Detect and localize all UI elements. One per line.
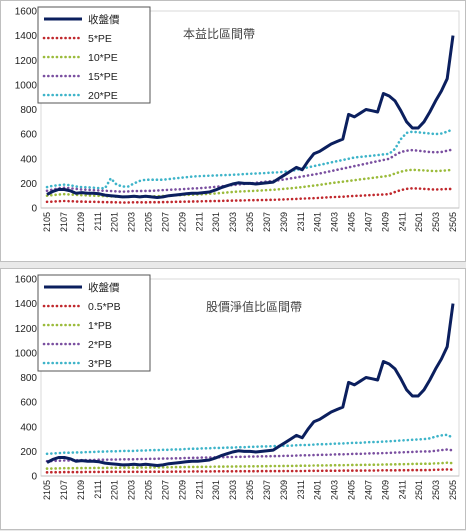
y-tick-label: 600 xyxy=(20,130,37,141)
band-line-3 xyxy=(45,148,455,194)
x-tick-label: 2303 xyxy=(228,480,238,500)
y-tick-label: 1200 xyxy=(15,56,38,67)
x-tick-label: 2409 xyxy=(380,480,390,500)
y-tick-label: 200 xyxy=(20,179,37,190)
close-price-line xyxy=(46,35,455,199)
y-tick-label: 1600 xyxy=(15,275,38,286)
close-price-line xyxy=(46,303,455,467)
x-tick-label: 2211 xyxy=(194,480,204,499)
x-tick-label: 2209 xyxy=(177,212,187,232)
pe-band-chart: 0 200 400 600 800 1000 1200 1400 1600 2105 2107 210… xyxy=(15,6,460,232)
x-tick-label: 2405 xyxy=(347,480,357,500)
x-tick-label: 2503 xyxy=(431,480,441,500)
band-line-1 xyxy=(45,468,455,474)
x-tick-label: 2309 xyxy=(279,480,289,500)
x-tick-label: 2109 xyxy=(76,480,86,500)
band-line-4 xyxy=(45,127,455,190)
y-tick-label: 400 xyxy=(20,422,37,433)
y-tick-label: 1400 xyxy=(15,31,38,42)
y-tick-label: 1600 xyxy=(15,7,38,18)
x-tick-label: 2503 xyxy=(431,212,441,232)
x-tick-label: 2307 xyxy=(262,480,272,500)
y-tick-label: 1400 xyxy=(15,299,38,310)
x-tick-label: 2105 xyxy=(42,480,52,500)
legend-box xyxy=(37,274,151,372)
x-tick-label: 2305 xyxy=(245,480,255,500)
x-tick-label: 2111 xyxy=(93,212,103,231)
x-tick-label: 2501 xyxy=(414,480,424,500)
x-tick-label: 2403 xyxy=(330,212,340,232)
x-tick-label: 2203 xyxy=(127,212,137,232)
y-tick-label: 0 xyxy=(31,472,37,483)
x-tick-label: 2301 xyxy=(211,212,221,232)
x-tick-label: 2107 xyxy=(59,480,69,500)
legend-label: 2*PB xyxy=(88,339,112,351)
legend-label: 收盤價 xyxy=(88,13,120,26)
y-tick-label: 600 xyxy=(20,398,37,409)
x-tick-label: 2401 xyxy=(313,212,323,232)
x-tick-label: 2205 xyxy=(144,480,154,500)
x-tick-label: 2301 xyxy=(211,480,221,500)
y-tick-label: 800 xyxy=(20,105,37,116)
band-line-4 xyxy=(45,433,455,456)
x-tick-label: 2205 xyxy=(144,212,154,232)
y-tick-label: 1200 xyxy=(15,324,38,335)
y-tick-label: 200 xyxy=(20,447,37,458)
y-tick-label: 800 xyxy=(20,373,37,384)
x-tick-label: 2107 xyxy=(59,212,69,232)
x-tick-label: 2505 xyxy=(448,212,458,232)
band-line-2 xyxy=(45,461,455,470)
legend-label: 20*PE xyxy=(88,90,118,102)
legend-label: 10*PE xyxy=(88,52,118,64)
pb-band-chart-panel: 0 200 400 600 800 1000 1200 1400 1600 2105 2107 210… xyxy=(0,268,466,530)
x-tick-label: 2505 xyxy=(448,480,458,500)
x-tick-label: 2411 xyxy=(397,212,407,231)
legend-label: 3*PB xyxy=(88,358,112,370)
legend-label: 0.5*PB xyxy=(88,301,121,313)
band-line-1 xyxy=(45,186,455,204)
x-tick-label: 2105 xyxy=(42,212,52,232)
x-tick-label: 2303 xyxy=(228,212,238,232)
x-tick-label: 2305 xyxy=(245,212,255,232)
x-tick-label: 2411 xyxy=(397,480,407,499)
x-tick-label: 2409 xyxy=(380,212,390,232)
legend-label: 15*PE xyxy=(88,71,118,83)
x-tick-label: 2311 xyxy=(296,212,306,231)
x-tick-label: 2311 xyxy=(296,480,306,499)
x-tick-label: 2203 xyxy=(127,480,137,500)
x-tick-label: 2307 xyxy=(262,212,272,232)
legend-label: 5*PE xyxy=(88,33,112,45)
x-tick-label: 2211 xyxy=(194,212,204,231)
legend-label: 1*PB xyxy=(88,320,112,332)
x-tick-label: 2111 xyxy=(93,480,103,499)
pb-band-chart: 0 200 400 600 800 1000 1200 1400 1600 2105 2107 210… xyxy=(15,274,460,500)
x-tick-label: 2109 xyxy=(76,212,86,232)
band-line-3 xyxy=(45,448,455,463)
chart-title: 本益比區間帶 xyxy=(183,27,255,41)
x-tick-label: 2309 xyxy=(279,212,289,232)
x-tick-label: 2207 xyxy=(160,480,170,500)
legend-label: 收盤價 xyxy=(88,281,120,294)
y-tick-label: 1000 xyxy=(15,80,38,91)
x-tick-label: 2201 xyxy=(110,212,120,232)
x-tick-label: 2403 xyxy=(330,480,340,500)
x-tick-label: 2501 xyxy=(414,212,424,232)
x-tick-label: 2405 xyxy=(347,212,357,232)
legend-box xyxy=(37,6,151,104)
x-tick-label: 2209 xyxy=(177,480,187,500)
x-tick-label: 2207 xyxy=(160,212,170,232)
y-tick-label: 1000 xyxy=(15,348,38,359)
x-tick-label: 2407 xyxy=(363,480,373,500)
x-tick-label: 2401 xyxy=(313,480,323,500)
y-tick-label: 400 xyxy=(20,154,37,165)
x-tick-label: 2407 xyxy=(363,212,373,232)
y-tick-label: 0 xyxy=(31,204,37,215)
pe-band-chart-panel: 0 200 400 600 800 1000 1200 1400 1600 2105 2107 210… xyxy=(0,0,466,262)
chart-title: 股價淨值比區間帶 xyxy=(206,299,302,314)
x-tick-label: 2201 xyxy=(110,480,120,500)
